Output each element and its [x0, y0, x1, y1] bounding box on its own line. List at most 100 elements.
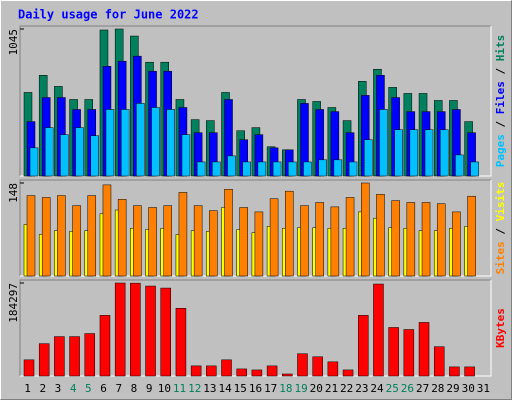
bar	[166, 109, 175, 177]
bar	[312, 356, 323, 377]
bar	[190, 365, 202, 377]
bar	[75, 127, 84, 177]
x-tick-label: 17	[264, 382, 277, 395]
bar	[358, 315, 369, 377]
bar	[99, 315, 111, 377]
bar	[433, 346, 445, 377]
bar	[315, 202, 324, 277]
bar	[272, 161, 282, 177]
bar	[196, 161, 206, 177]
x-tick-label: 7	[115, 382, 122, 395]
x-tick-label: 30	[462, 382, 475, 395]
bar	[300, 205, 309, 277]
legend-separator: /	[494, 68, 507, 75]
bar	[318, 159, 327, 177]
bar	[209, 210, 218, 277]
bar	[333, 159, 343, 177]
legend-separator: /	[494, 121, 507, 128]
legend: KBytes	[494, 308, 507, 348]
bar	[424, 129, 434, 177]
legend-separator: /	[494, 228, 507, 235]
x-tick-label: 13	[203, 382, 216, 395]
x-tick-label: 8	[131, 382, 138, 395]
bar	[90, 135, 100, 177]
x-tick-label: 4	[70, 382, 77, 395]
x-tick-label: 11	[173, 382, 186, 395]
x-tick-label: 20	[310, 382, 323, 395]
plot-border-dark	[19, 25, 491, 176]
x-tick-label: 10	[158, 382, 171, 395]
legend-entry: Files	[494, 81, 507, 114]
bar	[193, 205, 203, 277]
y-tick-label: 184297	[7, 283, 20, 323]
bar	[403, 329, 415, 377]
bar	[105, 109, 115, 177]
x-tick-label: 18	[279, 382, 292, 395]
bar	[361, 182, 370, 277]
bar	[254, 211, 264, 277]
plot-border-dark	[19, 179, 491, 276]
x-tick-label: 2	[39, 382, 46, 395]
bar	[285, 190, 294, 277]
legend-entry: Visits	[494, 182, 507, 222]
x-tick-label: 16	[249, 382, 262, 395]
x-tick-label: 26	[401, 382, 414, 395]
bar	[44, 127, 54, 177]
bar	[269, 198, 279, 277]
bar	[148, 207, 157, 277]
bar	[288, 161, 297, 177]
bar	[421, 202, 431, 277]
bar	[212, 161, 221, 177]
legend-entry: KBytes	[494, 308, 507, 348]
bar	[391, 200, 400, 277]
bar	[23, 359, 35, 377]
bar	[69, 336, 80, 377]
bar	[206, 365, 217, 377]
bar	[72, 205, 81, 277]
bar	[348, 161, 358, 177]
bar	[136, 103, 145, 177]
bar	[470, 161, 479, 177]
bar	[364, 139, 373, 177]
bar	[239, 207, 248, 277]
bar	[84, 333, 96, 377]
bar	[257, 161, 267, 177]
legend-entry: Sites	[494, 241, 507, 274]
x-tick-label: 29	[446, 382, 459, 395]
bar	[342, 369, 354, 377]
bar	[452, 211, 461, 277]
bar	[327, 361, 339, 377]
bar	[26, 195, 36, 277]
bar	[102, 184, 112, 277]
bar	[133, 205, 142, 277]
bar	[449, 366, 460, 377]
bar	[251, 369, 263, 377]
bar	[221, 359, 232, 377]
bar	[151, 107, 160, 177]
legend-entry: Hits	[494, 35, 507, 62]
x-tick-label: 22	[340, 382, 353, 395]
bar	[388, 327, 399, 377]
x-tick-label: 15	[234, 382, 247, 395]
bar	[87, 195, 97, 277]
bar	[266, 365, 278, 377]
bar	[117, 199, 127, 277]
legend-entry: Pages	[494, 134, 507, 167]
bar	[394, 129, 403, 177]
bar	[436, 203, 446, 277]
x-tick-label: 24	[370, 382, 384, 395]
x-tick-label: 19	[294, 382, 307, 395]
x-tick-label: 28	[431, 382, 444, 395]
bar	[224, 189, 233, 277]
bar	[330, 206, 340, 277]
x-tick-label: 25	[386, 382, 399, 395]
legend: Sites / Visits	[494, 182, 507, 275]
bar	[175, 308, 187, 377]
plot-border-dark	[19, 279, 491, 376]
bar	[163, 205, 172, 277]
bar	[57, 195, 66, 277]
bar	[29, 147, 39, 177]
bar	[60, 134, 69, 177]
